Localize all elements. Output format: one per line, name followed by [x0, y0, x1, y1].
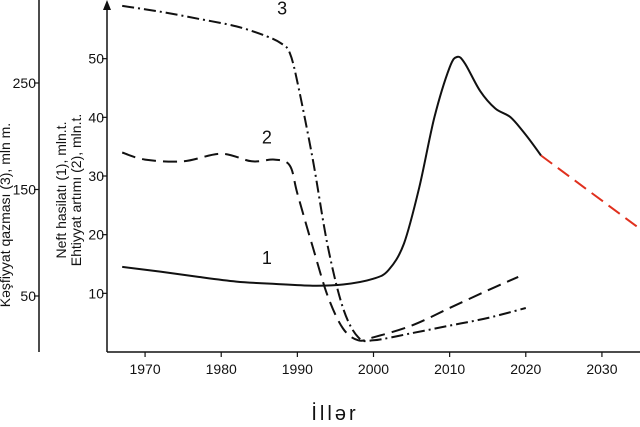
x-tick-label: 2000 — [358, 361, 389, 377]
outer-y-tick-label: 150 — [13, 182, 37, 198]
x-tick-label: 1970 — [129, 361, 160, 377]
inner-y-tick-label: 20 — [88, 227, 104, 243]
x-axis-title: İllər — [311, 402, 358, 425]
inner-y-tick-label: 10 — [88, 285, 104, 301]
series-line-2 — [121, 151, 519, 342]
series-line-1 — [122, 55, 542, 287]
x-ticks: 1970 1980 1990 2000 2010 2020 2030 — [129, 352, 618, 377]
curve-label: 3 — [277, 0, 287, 19]
x-tick-label: 1980 — [206, 361, 237, 377]
outer-y-axis-title: Kəşfiyyat qazması (3), mln m. — [0, 123, 13, 307]
curve-label: 2 — [262, 128, 272, 148]
x-tick-label: 1990 — [282, 361, 313, 377]
inner-y-tick-label: 50 — [88, 51, 104, 67]
x-tick-label: 2030 — [586, 361, 617, 377]
x-tick-label: 2020 — [510, 361, 541, 377]
outer-y-tick-label: 50 — [20, 288, 36, 304]
outer-y-ticks: 50 150 250 — [13, 75, 39, 304]
series-layer — [121, 4, 640, 343]
x-tick-label: 2010 — [434, 361, 465, 377]
inner-y-tick-label: 40 — [88, 109, 104, 125]
curve-label: 1 — [262, 248, 272, 268]
inner-y-tick-label: 30 — [88, 168, 104, 184]
series-line-3 — [122, 4, 527, 343]
inner-y-ticks: 10 20 30 40 50 — [88, 51, 107, 301]
outer-y-tick-label: 250 — [13, 75, 37, 91]
series-line-forecast — [540, 154, 640, 230]
inner-y-axis-title-1: Neft hasilatı (1), mln.t. — [53, 122, 69, 259]
inner-y-axis — [103, 0, 111, 352]
curve-labels: 1 2 3 — [262, 0, 287, 268]
y-axis-arrow — [103, 0, 111, 10]
inner-y-axis-title-2: Ehtiyyat artımı (2), mln.t. — [68, 114, 84, 266]
